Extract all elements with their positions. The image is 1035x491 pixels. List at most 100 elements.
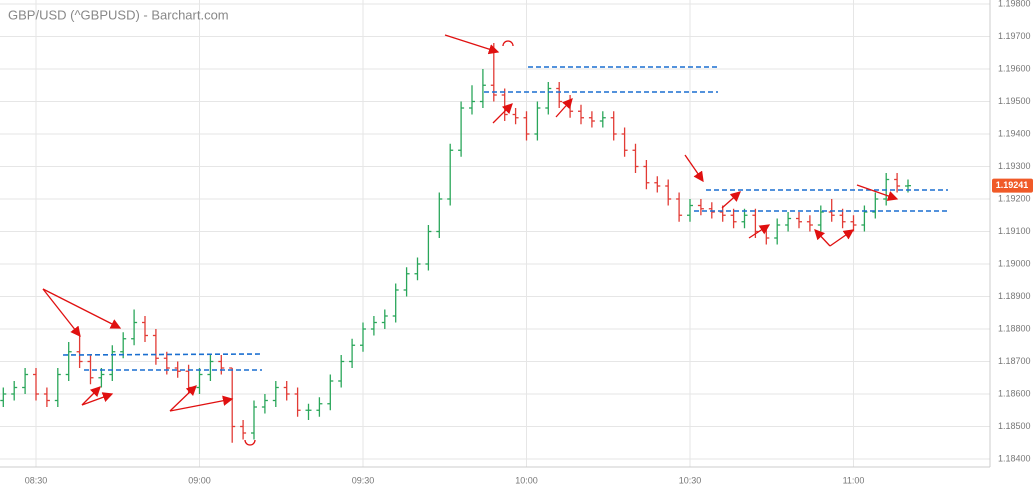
- x-tick-label: 10:00: [515, 475, 538, 485]
- arrow: [169, 385, 197, 412]
- ohlc-bar: [523, 111, 530, 141]
- ohlc-bar: [152, 329, 159, 365]
- highlight: [244, 439, 256, 446]
- ohlc-bar: [436, 192, 443, 238]
- x-tick-label: 09:30: [352, 475, 375, 485]
- ohlc-bar: [65, 342, 72, 381]
- ohlc-bar: [261, 394, 268, 414]
- x-tick-label: 09:00: [188, 475, 211, 485]
- arrow: [492, 103, 513, 124]
- ohlc-bar: [305, 403, 312, 420]
- ohlc-bar: [229, 367, 236, 443]
- arrow: [81, 392, 114, 406]
- y-tick-label: 1.19600: [998, 63, 1031, 73]
- ohlc-bar: [185, 364, 192, 394]
- arrow: [42, 288, 122, 329]
- ohlc-bar: [578, 104, 584, 125]
- y-tick-label: 1.19000: [998, 258, 1031, 268]
- ohlc-bar: [774, 218, 781, 245]
- ohlc-bar: [316, 397, 323, 417]
- ohlc-bar: [414, 257, 421, 281]
- ohlc-bar: [599, 111, 606, 128]
- ohlc-bar: [218, 355, 225, 375]
- ohlc-bar: [534, 101, 541, 141]
- ohlc-bar: [861, 205, 868, 232]
- ohlc-bar: [469, 85, 475, 115]
- ohlc-bar: [654, 176, 661, 193]
- ohlc-bar: [894, 173, 901, 193]
- ohlc-bar: [479, 69, 486, 108]
- arrow: [444, 34, 500, 55]
- ohlc-bar: [730, 208, 737, 229]
- ohlc-bar: [425, 225, 432, 271]
- ohlc-bar: [458, 101, 465, 157]
- arrow: [721, 191, 741, 209]
- levels: [62, 66, 950, 371]
- ohlc-bar: [338, 355, 345, 388]
- ohlc-bar: [33, 368, 39, 401]
- ohlc-bar: [22, 368, 29, 394]
- ohlc-bar: [11, 381, 18, 401]
- highlight: [502, 40, 514, 47]
- ohlc-bar: [327, 374, 334, 411]
- arrow: [856, 184, 899, 201]
- ohlc-bar: [785, 212, 792, 232]
- ohlc-bar: [54, 368, 61, 407]
- ohlc-bar: [839, 208, 846, 229]
- ohlc-bar: [872, 192, 879, 219]
- arrow: [748, 224, 771, 239]
- ohlc-bar: [403, 267, 410, 297]
- arrows: [42, 34, 899, 446]
- ohlc-bar: [643, 160, 650, 190]
- ohlc-bar: [142, 316, 148, 342]
- ohlc-bar: [556, 82, 563, 108]
- y-tick-label: 1.18700: [998, 356, 1031, 366]
- ohlc-bar: [621, 127, 628, 157]
- arrow: [42, 288, 81, 338]
- ohlc-bar: [567, 95, 574, 118]
- y-tick-label: 1.19100: [998, 226, 1031, 236]
- ohlc-bar: [349, 338, 356, 368]
- ohlc-bar: [196, 368, 203, 394]
- ohlc-bar: [0, 387, 7, 407]
- arrow: [169, 395, 234, 412]
- chart-title: GBP/USD (^GBPUSD) - Barchart.com: [8, 7, 229, 22]
- x-tick-label: 08:30: [25, 475, 48, 485]
- ohlc-bar: [109, 345, 116, 381]
- ohlc-bar: [850, 215, 857, 232]
- ohlc-bar: [207, 355, 214, 381]
- last-price-box: [992, 178, 1033, 193]
- x-tick-label: 10:30: [679, 475, 702, 485]
- arrow: [829, 229, 855, 247]
- last-price-label: 1.19241: [996, 180, 1029, 190]
- ohlc-bar: [545, 82, 552, 115]
- arrow: [684, 154, 704, 183]
- y-tick-label: 1.18500: [998, 421, 1031, 431]
- ohlc-bar: [43, 387, 50, 407]
- ohlc-bar: [796, 212, 802, 229]
- ohlc-bar: [272, 381, 279, 407]
- ohlc-bar: [174, 361, 181, 378]
- y-tick-label: 1.18900: [998, 291, 1031, 301]
- x-tick-label: 11:00: [843, 475, 865, 485]
- y-tick-label: 1.19700: [998, 31, 1031, 41]
- ohlc-bar: [741, 208, 748, 229]
- ohlc-bar: [98, 368, 105, 388]
- ohlc-bar: [588, 111, 595, 128]
- ohlc-bar: [131, 309, 138, 346]
- level-line: [62, 353, 261, 356]
- ohlc-bar: [610, 111, 617, 141]
- y-tick-label: 1.19300: [998, 161, 1031, 171]
- ohlc-bar: [87, 355, 94, 385]
- y-tick-label: 1.18800: [998, 323, 1031, 333]
- ohlc-bar: [370, 316, 377, 336]
- ohlc-bar: [501, 88, 508, 121]
- arrow: [814, 229, 831, 247]
- ohlc-bar: [817, 205, 824, 232]
- arrow: [81, 386, 101, 406]
- ohlc-bar: [697, 199, 704, 216]
- ohlc-bar: [251, 400, 257, 440]
- y-tick-label: 1.18400: [998, 453, 1031, 463]
- ohlc-bar: [294, 387, 301, 417]
